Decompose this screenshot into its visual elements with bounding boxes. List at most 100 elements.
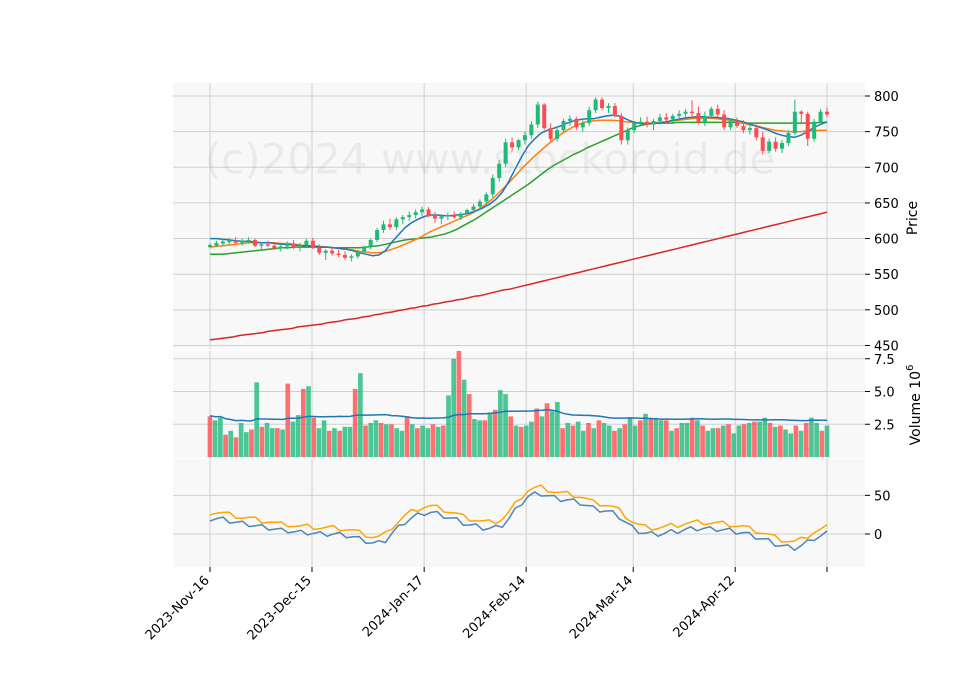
- candle-body: [259, 244, 264, 246]
- volume-bar: [363, 425, 368, 457]
- svg-text:Volume 106: Volume 106: [905, 365, 924, 446]
- volume-bar: [731, 433, 737, 457]
- candle-body: [285, 243, 290, 247]
- y-tick-label: 550: [874, 268, 899, 283]
- volume-bar: [648, 417, 654, 457]
- candle-body: [812, 121, 817, 139]
- volume-bar: [809, 417, 814, 457]
- x-tick-label: 2023-Nov-16: [143, 573, 213, 643]
- candle-body: [233, 240, 238, 243]
- candle-body: [670, 115, 675, 120]
- volume-bar: [586, 422, 591, 457]
- candle-body: [362, 247, 367, 252]
- candle-body: [728, 120, 733, 128]
- candle-body: [780, 143, 785, 149]
- volume-bar: [212, 420, 218, 457]
- volume-bar: [487, 412, 493, 457]
- candle-body: [664, 117, 669, 120]
- candle-body: [567, 118, 572, 121]
- volume-bar: [778, 425, 783, 457]
- candle-body: [580, 123, 585, 128]
- candle-body: [317, 247, 322, 253]
- candle-body: [529, 124, 534, 136]
- volume-bar: [565, 422, 571, 457]
- volume-bar: [249, 429, 254, 457]
- candle-body: [465, 210, 470, 214]
- candle-body: [657, 117, 662, 121]
- candle-body: [619, 115, 624, 141]
- candle-body: [612, 105, 617, 116]
- candle-body: [240, 240, 245, 243]
- volume-bar: [612, 430, 617, 457]
- candle-body: [741, 125, 746, 131]
- volume-bar: [674, 428, 679, 457]
- candle-body: [645, 121, 650, 125]
- volume-bar: [368, 422, 374, 457]
- candle-body: [722, 114, 727, 128]
- volume-bar: [560, 428, 565, 457]
- candle-body: [330, 250, 335, 254]
- volume-bar: [492, 409, 498, 457]
- candle-body: [445, 215, 450, 217]
- volume-bar: [456, 350, 462, 457]
- volume-bar: [337, 430, 342, 457]
- volume-bar: [544, 403, 550, 457]
- candle-body: [632, 123, 637, 131]
- oscillator-line-a: [209, 491, 828, 551]
- candle-body: [818, 111, 823, 122]
- volume-bar: [254, 382, 259, 457]
- volume-bar: [461, 379, 467, 457]
- volume-bar: [321, 420, 327, 457]
- candle-body: [683, 111, 688, 114]
- volume-bar: [752, 421, 757, 457]
- volume-bar: [814, 422, 819, 457]
- volume-bar: [383, 424, 389, 457]
- candle-body: [548, 128, 553, 139]
- volume-bar: [596, 420, 602, 457]
- candle-body: [227, 239, 232, 243]
- volume-bar: [295, 415, 301, 457]
- volume-bar: [409, 424, 415, 457]
- candle-body: [805, 113, 810, 139]
- oscillator-panel: [173, 459, 865, 567]
- volume-bar: [378, 422, 384, 457]
- volume-bar: [290, 421, 296, 457]
- volume-bar: [783, 429, 788, 457]
- volume-bar: [446, 395, 451, 457]
- volume-bar: [306, 386, 311, 457]
- candle-body: [375, 230, 380, 240]
- candle-body: [561, 120, 566, 131]
- volume-bar: [627, 417, 633, 457]
- volume-bar: [762, 417, 768, 457]
- volume-bar: [451, 358, 457, 457]
- y-tick-label: 650: [874, 197, 899, 212]
- volume-bar: [819, 430, 825, 457]
- volume-bar: [280, 429, 285, 457]
- candle-body: [747, 128, 752, 131]
- volume-bar: [539, 416, 545, 457]
- volume-bar: [352, 388, 358, 457]
- x-tick-label: 2023-Dec-15: [245, 573, 315, 643]
- candlesticks: [208, 97, 829, 262]
- volume-bar: [772, 426, 778, 457]
- candle-body: [214, 242, 219, 246]
- y-tick-label: 700: [874, 161, 899, 176]
- volume-bar: [472, 419, 477, 457]
- volume-bar: [638, 420, 643, 457]
- candle-body: [760, 137, 765, 151]
- volume-bar: [622, 424, 628, 457]
- candle-body: [516, 140, 521, 148]
- volume-bar: [300, 388, 306, 457]
- x-tick-label: 2024-Feb-14: [460, 573, 529, 642]
- volume-bar: [440, 425, 446, 457]
- candle-body: [355, 251, 360, 257]
- volume-bar: [238, 422, 244, 457]
- candle-body: [387, 224, 392, 228]
- watermark: (c)2024 www.stockoroid.de: [205, 135, 776, 184]
- candle-body: [349, 256, 354, 258]
- candle-body: [265, 244, 270, 246]
- candle-body: [696, 113, 701, 122]
- volume-bar: [632, 425, 638, 457]
- osc-tick-label: 50: [874, 489, 891, 504]
